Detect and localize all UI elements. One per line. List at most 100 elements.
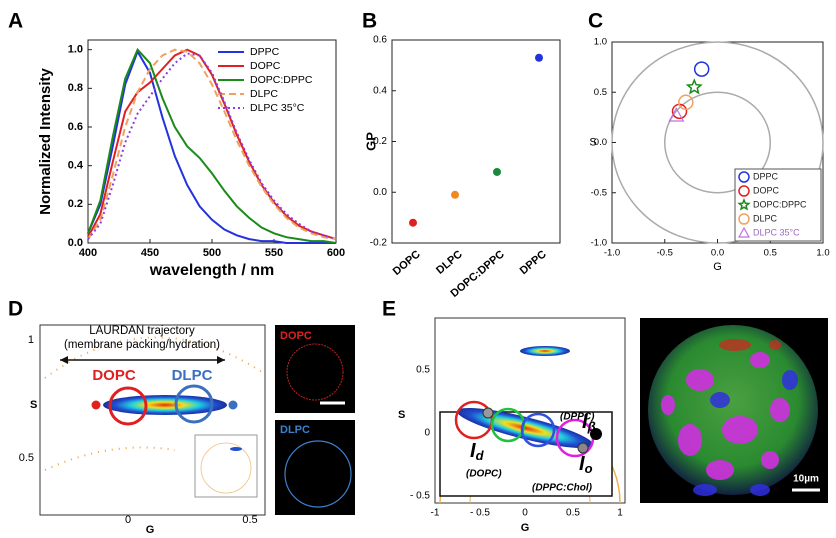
annotation: (membrane packing/hydration) — [64, 339, 220, 351]
x-tick-label: 0.5 — [566, 508, 580, 519]
marker — [577, 442, 589, 454]
marker — [91, 400, 101, 410]
y-tick-label: 1 — [28, 334, 34, 346]
y-tick-label: 0.0 — [594, 137, 607, 148]
legend-swatch — [738, 185, 750, 197]
image — [275, 325, 355, 413]
marker — [693, 61, 710, 77]
annotation: DLPC — [172, 367, 213, 384]
dot — [535, 53, 543, 62]
x-tick-label: 500 — [203, 247, 221, 259]
image-label: DOPC — [280, 330, 312, 342]
dot — [451, 190, 459, 199]
marker — [228, 400, 238, 410]
y-axis-label: S — [30, 399, 37, 411]
y-tick-label: 0 — [424, 428, 430, 439]
y-tick-label: - 0.5 — [410, 491, 430, 502]
plot-frame — [391, 39, 561, 244]
legend-label: DLPC 35°C — [753, 227, 800, 237]
x-tick-label: DLPC — [434, 248, 465, 276]
annotation: (DPPC) — [560, 412, 595, 423]
dot — [493, 167, 501, 176]
x-axis-label: G — [713, 261, 722, 273]
x-tick-label: 400 — [79, 247, 97, 259]
annotation: (DPPC:Chol) — [532, 483, 593, 494]
scale-label: 10µm — [793, 474, 819, 485]
dot — [409, 218, 417, 227]
x-tick-label: -1.0 — [604, 248, 620, 259]
y-tick-label: 0.4 — [373, 85, 387, 96]
line — [87, 52, 337, 241]
x-axis-label: wavelength / nm — [149, 262, 274, 279]
y-tick-label: -0.5 — [591, 187, 607, 198]
x-tick-label: 0 — [125, 514, 131, 526]
y-tick-label: 0.5 — [416, 365, 430, 376]
legend-label: DLPC — [250, 88, 278, 100]
x-tick-label: 0.0 — [711, 248, 724, 259]
legend-swatch — [738, 171, 750, 183]
annotation: (DOPC) — [466, 469, 502, 480]
domains — [693, 370, 798, 496]
x-tick-label: - 0.5 — [470, 508, 490, 519]
region — [174, 384, 214, 424]
region — [520, 412, 556, 448]
panel-letter: C — [588, 10, 603, 33]
y-axis-label: S — [398, 409, 405, 421]
y-tick-label: 0.2 — [68, 198, 83, 210]
y-tick-label: -1.0 — [591, 238, 607, 249]
y-axis-label: S — [589, 136, 596, 148]
y-tick-label: 0.5 — [594, 87, 607, 98]
y-axis-label: Normalized Intensity — [37, 67, 54, 214]
legend-label: DOPC — [753, 185, 780, 195]
legend-box — [734, 168, 822, 242]
x-tick-label: DPPC — [518, 248, 549, 277]
x-tick-label: 1 — [617, 508, 623, 519]
annotation: Io — [579, 453, 593, 476]
panel-letter: D — [8, 298, 23, 321]
marker — [482, 407, 494, 419]
annotation: Iβ — [582, 411, 596, 434]
y-tick-label: 0.2 — [373, 136, 387, 147]
marker — [678, 94, 694, 111]
legend-label: DLPC — [753, 213, 778, 223]
y-tick-label: 0.8 — [68, 82, 83, 94]
x-axis-label: G — [521, 522, 530, 533]
line — [87, 48, 337, 241]
marker — [590, 428, 602, 440]
y-tick-label: 1.0 — [594, 37, 607, 48]
marker — [668, 107, 685, 122]
vesicle — [284, 440, 352, 508]
legend-label: DPPC — [753, 171, 779, 181]
legend-swatch — [737, 226, 751, 238]
y-tick-label: 0.0 — [373, 187, 387, 198]
annotation: DOPC — [92, 367, 136, 384]
y-tick-label: 0.4 — [68, 160, 84, 172]
legend-swatch — [738, 213, 750, 225]
panel-letter: A — [8, 10, 23, 33]
legend-label: DOPC:DPPC — [250, 74, 313, 86]
x-tick-label: -0.5 — [657, 248, 673, 259]
y-tick-label: 0.6 — [68, 121, 83, 133]
inset-circle — [200, 442, 252, 494]
x-tick-label: 550 — [265, 247, 283, 259]
y-tick-label: 0.5 — [19, 452, 34, 464]
x-tick-label: 1.0 — [816, 248, 829, 259]
legend-label: DPPC — [250, 46, 280, 58]
legend-label: DOPC — [250, 60, 281, 72]
y-tick-label: -0.2 — [370, 238, 388, 249]
x-tick-label: -1 — [431, 508, 440, 519]
annotation: LAURDAN trajectory — [89, 325, 195, 337]
panel-letter: E — [382, 298, 396, 321]
annotation: Id — [470, 440, 485, 463]
image-label: DLPC — [280, 424, 310, 436]
region — [108, 386, 148, 426]
image — [275, 420, 355, 515]
x-axis-label: G — [146, 524, 155, 533]
panel-letter: B — [362, 10, 377, 33]
y-tick-label: 0.6 — [373, 35, 387, 46]
y-tick-label: 1.0 — [68, 44, 83, 56]
marker — [685, 78, 703, 95]
y-axis-label: GP — [363, 132, 378, 151]
